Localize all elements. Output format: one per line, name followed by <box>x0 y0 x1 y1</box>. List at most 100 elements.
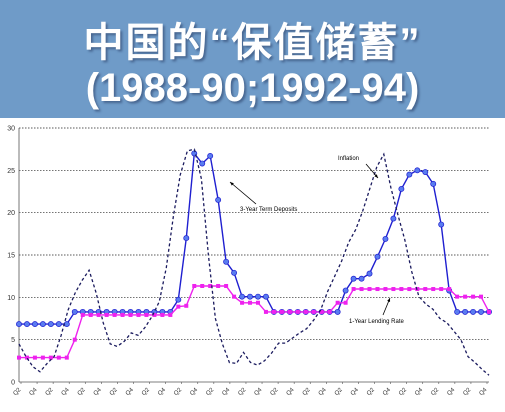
annotation-arrowhead <box>374 174 378 178</box>
1-year-lending-rate-point <box>455 294 460 299</box>
1-year-lending-rate-point <box>359 287 364 292</box>
1-year-lending-rate-point <box>200 283 205 288</box>
1-year-lending-rate-point <box>407 287 412 292</box>
1-year-lending-rate-point <box>136 312 141 317</box>
3-year-term-deposits-line <box>19 151 489 325</box>
annotation-arrow <box>229 181 257 205</box>
3-year-term-deposits-point <box>16 321 22 328</box>
3-year-term-deposits-point <box>438 221 445 228</box>
slide-title-years: (1988-90;1992-94) <box>85 66 420 110</box>
1-year-lending-rate-point <box>144 312 149 317</box>
3-year-term-deposits-point <box>470 308 477 315</box>
1-year-lending-rate-point <box>287 309 292 314</box>
3-year-term-deposits-point <box>358 275 365 282</box>
y-tick-label: 10 <box>7 295 15 302</box>
1-year-lending-rate-point <box>271 309 276 314</box>
y-tick-label: 0 <box>11 380 15 387</box>
1-year-lending-rate-point <box>96 312 101 317</box>
x-tick-label: Q4 <box>479 387 489 397</box>
1-year-lending-rate-point <box>319 309 324 314</box>
1-year-lending-rate-point <box>423 287 428 292</box>
1-year-lending-rate-point <box>72 337 77 342</box>
1-year-lending-rate-point <box>439 287 444 292</box>
x-tick-label: Q2 <box>430 387 440 397</box>
3-year-term-deposits-point <box>223 258 230 265</box>
y-tick-label: 25 <box>7 168 15 175</box>
annotation-layer: 3-Year Term Deposits Inflation 1-Year Lend… <box>229 156 404 325</box>
x-tick-label: Q4 <box>93 387 103 397</box>
1-year-lending-rate-point <box>17 355 21 360</box>
1-year-lending-rate-point <box>24 355 29 360</box>
chart-panel <box>0 118 505 412</box>
1-year-lending-rate-point <box>176 304 181 309</box>
line-chart: 0 5 10 15 20 25 30 Q2 Q4 Q2 Q4 Q2 Q4 Q2 Q4 Q2 Q4 Q2 Q4 Q2 Q4… <box>7 126 492 397</box>
x-tick-label: Q4 <box>157 387 167 397</box>
x-tick-label: Q4 <box>414 387 424 397</box>
3-year-term-deposits-point <box>207 152 214 159</box>
annotation-inflation: Inflation <box>338 156 359 162</box>
3-year-term-deposits-point <box>63 321 70 328</box>
3-year-term-deposits-point <box>406 171 413 178</box>
1-year-lending-rate-point <box>248 300 253 305</box>
3-year-term-deposits-point <box>199 160 206 167</box>
x-tick-label: Q4 <box>125 387 135 397</box>
y-tick-label: 15 <box>7 253 15 260</box>
x-tick-label: Q2 <box>398 387 408 397</box>
1-year-lending-rate-point <box>160 312 165 317</box>
x-tick-label: Q2 <box>205 387 215 397</box>
y-tick-label: 20 <box>7 210 15 217</box>
x-tick-label: Q4 <box>286 387 296 397</box>
1-year-lending-rate-point <box>40 355 45 360</box>
1-year-lending-rate-point <box>263 309 268 314</box>
1-year-lending-rate-point <box>335 300 340 305</box>
y-tick-label: 30 <box>7 126 15 133</box>
3-year-term-deposits-point <box>334 308 341 315</box>
1-year-lending-rate-point <box>224 283 229 288</box>
y-tick-label: 5 <box>11 337 15 344</box>
x-tick-label: Q2 <box>270 387 280 397</box>
x-tick-label: Q2 <box>109 387 119 397</box>
1-year-lending-rate-point <box>463 294 468 299</box>
x-tick-label: Q2 <box>462 387 472 397</box>
slide-title-chinese: 中国的“保值储蓄” <box>83 21 422 65</box>
3-year-term-deposits-point <box>239 293 246 300</box>
x-tick-label: Q4 <box>29 387 39 397</box>
inflation-line <box>18 148 490 376</box>
1-year-lending-rate-point <box>56 355 61 360</box>
1-year-lending-rate-point <box>383 287 388 292</box>
1-year-lending-rate-point <box>367 287 372 292</box>
1-year-lending-rate-point <box>295 309 300 314</box>
x-tick-label: Q2 <box>141 387 151 397</box>
1-year-lending-rate-point <box>311 309 316 314</box>
x-tick-label: Q4 <box>318 387 328 397</box>
3-year-term-deposits-point <box>454 308 461 315</box>
1-year-lending-rate-point <box>232 294 237 299</box>
1-year-lending-rate-point <box>255 300 260 305</box>
3-year-term-deposits-point <box>398 186 405 192</box>
x-tick-label: Q4 <box>189 387 199 397</box>
3-year-term-deposits-point <box>39 321 46 328</box>
x-tick-label: Q4 <box>61 387 71 397</box>
3-year-term-deposits-point <box>183 235 190 242</box>
annotation-arrowhead <box>230 182 234 186</box>
3-year-term-deposits-point <box>342 287 349 294</box>
x-tick-label: Q2 <box>173 387 183 397</box>
3-year-term-deposits-point <box>262 293 269 300</box>
x-tick-label: Q2 <box>366 387 376 397</box>
annotation-3-year-term-deposits: 3-Year Term Deposits <box>240 207 297 213</box>
3-year-term-deposits-point <box>55 321 62 328</box>
1-year-lending-rate-point <box>479 294 484 299</box>
1-year-lending-rate-point <box>128 312 133 317</box>
x-tick-label: Q4 <box>382 387 392 397</box>
3-year-term-deposits-point <box>422 169 429 175</box>
3-year-term-deposits-point <box>374 253 381 260</box>
annotation-arrowhead <box>387 298 391 302</box>
3-year-term-deposits-point <box>350 275 357 282</box>
3-year-term-deposits-point <box>31 321 38 328</box>
1-year-lending-rate-point <box>32 355 37 360</box>
x-tick-label: Q2 <box>77 387 87 397</box>
1-year-lending-rate-point <box>279 309 284 314</box>
3-year-term-deposits-point <box>390 215 397 222</box>
1-year-lending-rate-point <box>152 312 157 317</box>
1-year-lending-rate-point <box>216 283 221 288</box>
